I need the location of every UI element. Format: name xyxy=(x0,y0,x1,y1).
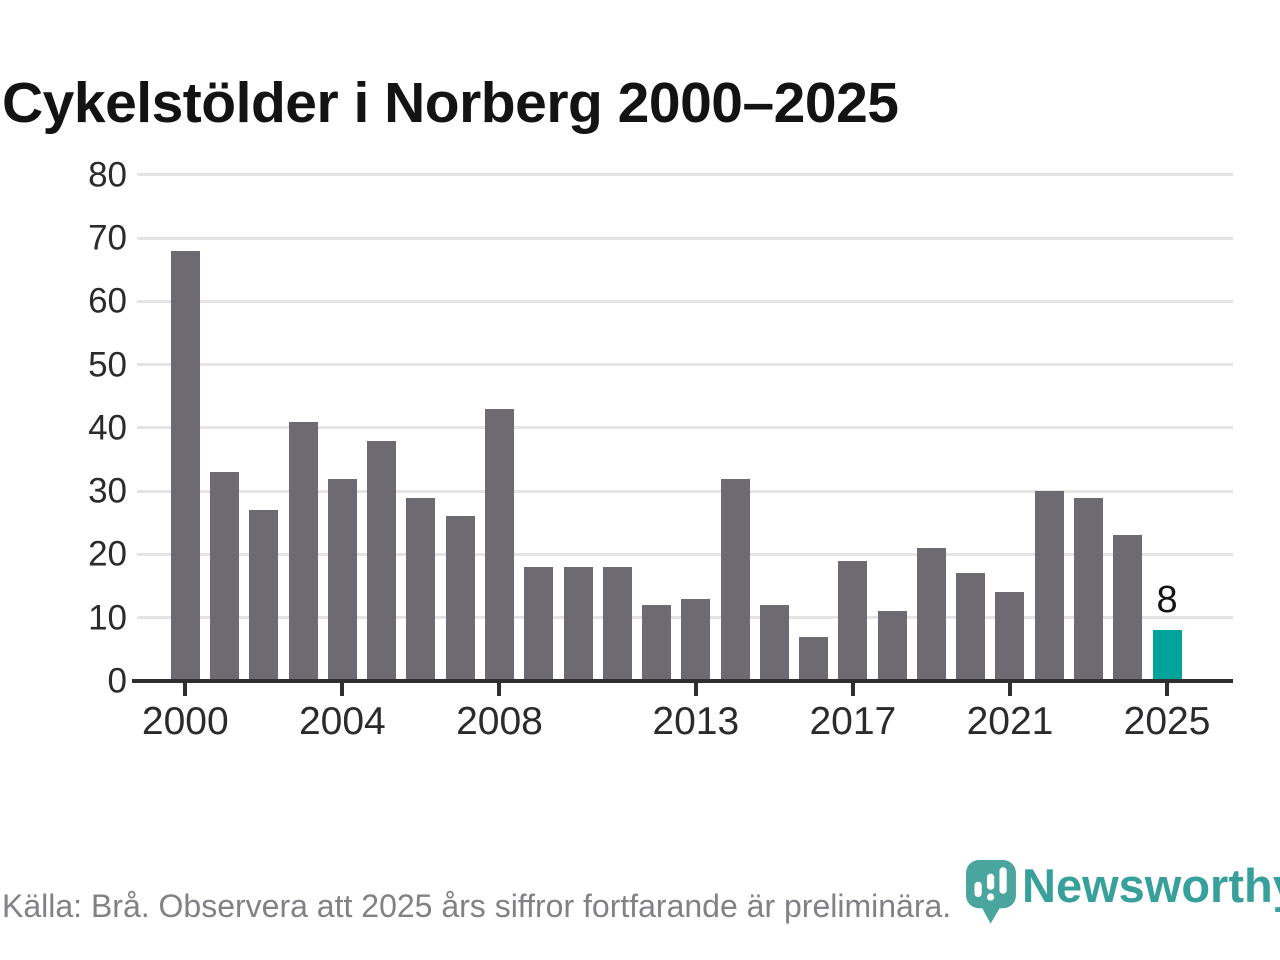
bar-2012 xyxy=(642,605,672,681)
bar-2018 xyxy=(877,611,907,681)
bar-2010 xyxy=(563,567,593,681)
bar-2004 xyxy=(327,478,357,681)
y-axis-label-50: 50 xyxy=(88,345,127,385)
y-axis-label-70: 70 xyxy=(88,218,127,258)
bar-2021 xyxy=(995,592,1025,681)
bar-2013 xyxy=(681,598,711,681)
x-tick-2017 xyxy=(850,683,855,696)
bar-2019 xyxy=(916,548,946,681)
bar-2008 xyxy=(484,408,514,681)
x-tick-2008 xyxy=(497,683,502,696)
bar-2003 xyxy=(288,421,318,681)
x-axis-label-2008: 2008 xyxy=(456,700,543,743)
newsworthy-wordmark: Newsworthy xyxy=(1022,859,1280,912)
bar-2022 xyxy=(1034,491,1064,681)
x-tick-2025 xyxy=(1165,683,1170,696)
bar-2023 xyxy=(1074,497,1103,681)
newsworthy-logo: Newsworthy xyxy=(966,858,1280,938)
bar-2014 xyxy=(720,478,750,681)
gridline-y-40 xyxy=(137,426,1233,430)
x-axis-line xyxy=(132,679,1233,683)
gridline-y-50 xyxy=(137,363,1233,367)
y-axis-label-30: 30 xyxy=(88,471,127,511)
y-axis-label-40: 40 xyxy=(88,408,127,448)
bar-2000 xyxy=(170,250,200,681)
bar-2002 xyxy=(249,510,279,681)
bar-2009 xyxy=(524,567,554,681)
x-axis-label-2004: 2004 xyxy=(298,700,386,743)
bar-2016 xyxy=(799,636,829,681)
x-tick-2004 xyxy=(340,683,345,696)
bar-2017 xyxy=(838,560,868,681)
bar-2001 xyxy=(210,472,240,681)
gridline-y-30 xyxy=(137,489,1233,493)
y-axis-label-80: 80 xyxy=(88,155,127,195)
bar-2005 xyxy=(367,440,397,681)
x-tick-2013 xyxy=(693,683,698,696)
x-axis-label-2013: 2013 xyxy=(652,700,740,743)
y-axis-label-0: 0 xyxy=(107,661,127,701)
bar-2024 xyxy=(1113,535,1143,681)
y-axis-label-10: 10 xyxy=(88,598,127,638)
x-axis-label-2021: 2021 xyxy=(966,700,1054,743)
gridline-y-80 xyxy=(137,173,1233,177)
bar-2007 xyxy=(445,516,475,681)
newsworthy-pin-icon xyxy=(966,860,1016,924)
bar-2020 xyxy=(956,573,986,681)
chart-title: Cykelstölder i Norberg 2000–2025 xyxy=(2,71,899,136)
y-axis-label-60: 60 xyxy=(88,281,127,321)
bar-2025 xyxy=(1152,630,1182,681)
bar-value-label-2025: 8 xyxy=(1156,579,1178,622)
x-axis-label-2000: 2000 xyxy=(141,700,229,743)
gridline-y-60 xyxy=(137,299,1233,303)
bar-2015 xyxy=(759,605,789,681)
x-tick-2000 xyxy=(183,683,188,696)
x-axis-label-2017: 2017 xyxy=(809,700,897,743)
gridline-y-20 xyxy=(137,552,1233,556)
x-tick-2021 xyxy=(1007,683,1012,696)
bar-2011 xyxy=(602,567,632,681)
gridline-y-70 xyxy=(137,236,1233,240)
y-axis-label-20: 20 xyxy=(88,534,127,574)
x-axis-label-2025: 2025 xyxy=(1123,700,1211,743)
bar-2006 xyxy=(406,497,436,681)
source-note: Källa: Brå. Observera att 2025 års siffr… xyxy=(2,888,952,924)
